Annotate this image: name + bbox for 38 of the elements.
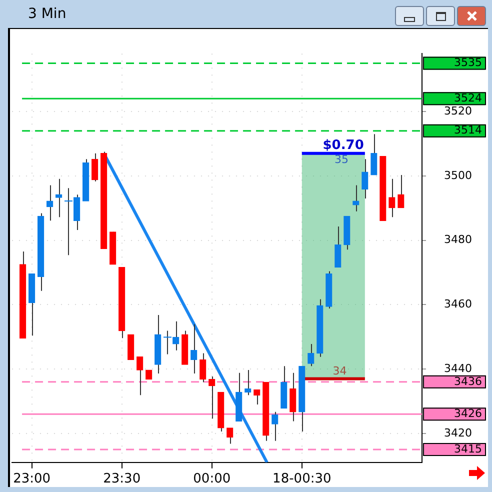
y-tick-label: 3440 <box>444 362 472 375</box>
y-tick-label: 3420 <box>444 426 472 440</box>
candlestick <box>46 184 54 222</box>
candlestick <box>208 376 216 420</box>
chart-title: 3 Min <box>28 6 66 22</box>
candlestick <box>190 324 198 374</box>
candlestick <box>200 352 206 383</box>
candlestick <box>272 411 278 442</box>
ref-line-label: 3426 <box>454 406 482 420</box>
candlestick <box>334 226 342 268</box>
candlestick <box>362 158 368 199</box>
y-tick-label: 3500 <box>444 168 472 182</box>
candlestick <box>388 178 396 218</box>
candlestick <box>254 389 260 405</box>
candlestick <box>398 174 404 208</box>
x-tick-label: 23:00 <box>13 472 51 487</box>
candlestick <box>136 356 144 396</box>
y-tick-label: 3520 <box>444 104 472 118</box>
candlestick <box>352 184 360 212</box>
ref-line-label: 3535 <box>454 56 482 70</box>
annotation: 34 <box>332 364 347 378</box>
y-tick-label: 3460 <box>444 298 472 311</box>
annotation: $0.70 <box>322 138 364 153</box>
candlestick <box>56 178 62 218</box>
candlestick <box>92 152 98 182</box>
ref-line-label: 3436 <box>454 374 482 388</box>
ref-line-label: 3524 <box>454 92 482 105</box>
x-tick-label: 00:00 <box>193 472 231 487</box>
ref-line-label: 3514 <box>454 124 482 137</box>
y-tick-label: 3480 <box>444 233 472 246</box>
annotation: 35 <box>334 153 349 166</box>
candlestick <box>290 372 296 422</box>
candlestick <box>226 427 234 444</box>
x-tick-label: 23:30 <box>103 472 141 487</box>
ref-line-label: 3415 <box>454 442 482 456</box>
x-tick-label: 18-00:30 <box>272 472 332 487</box>
candlestick <box>370 134 378 176</box>
candlestick <box>308 343 314 367</box>
